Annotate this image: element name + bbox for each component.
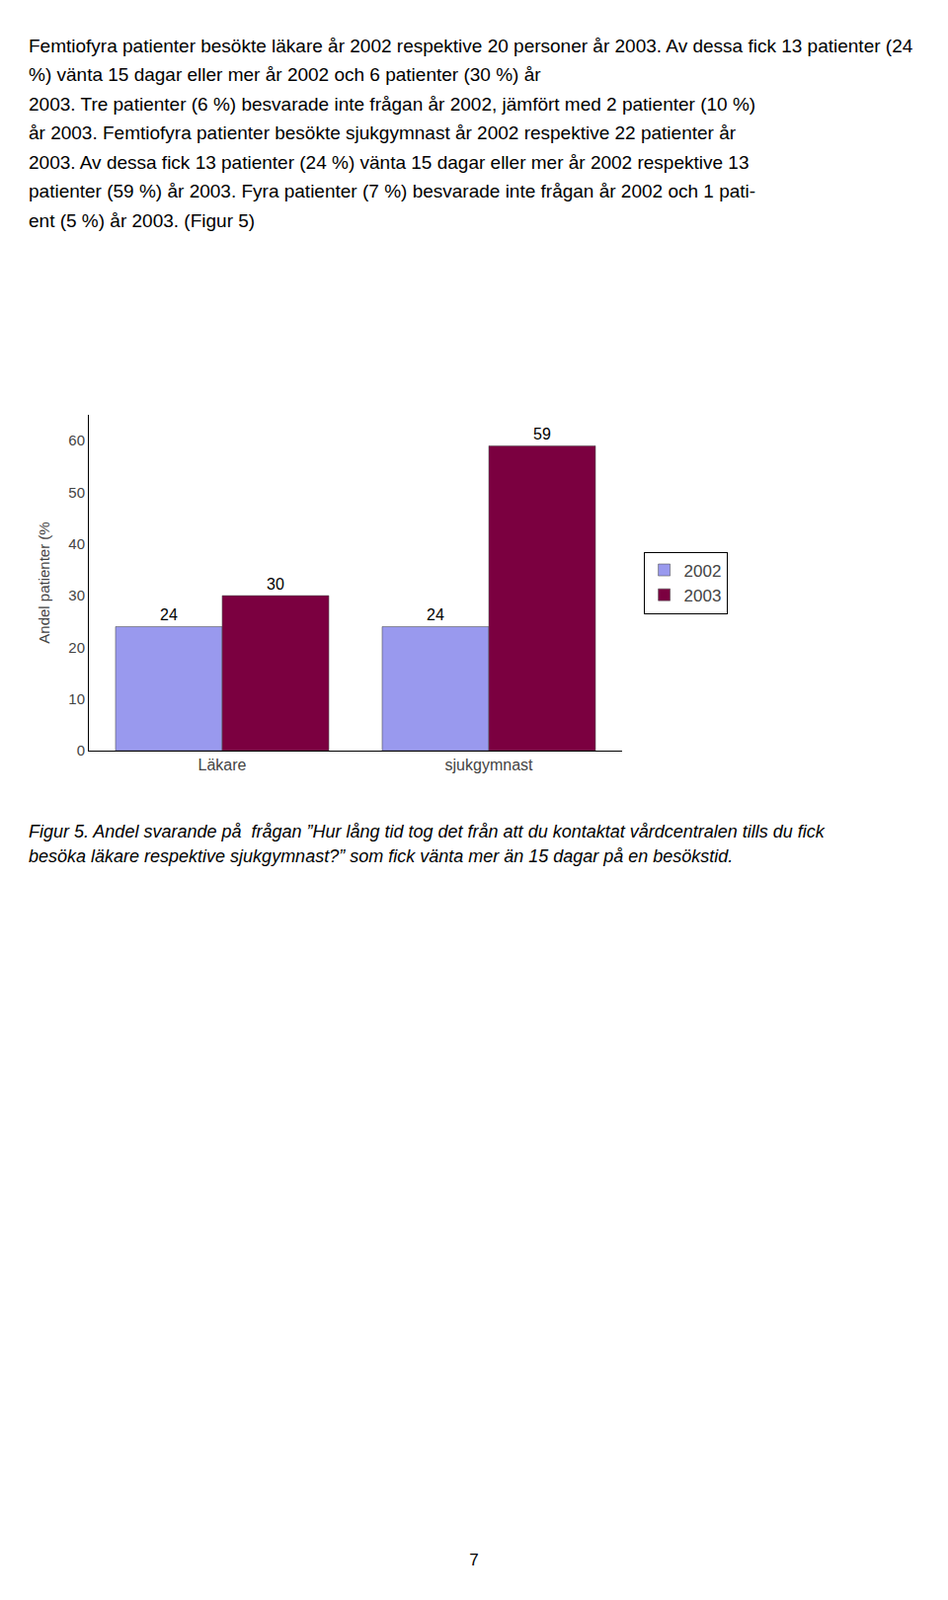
html-text:7: 7: [469, 1550, 479, 1570]
html-text:2003. Tre patienter (6 %) besv: 2003. Tre patienter (6 %) besvarade inte…: [28, 93, 756, 115]
svg-text:30: 30: [266, 575, 285, 593]
html-text:Femtiofyra patienter besökte l: Femtiofyra patienter besökte läkare år 2…: [28, 35, 918, 86]
svg-text:20: 20: [68, 638, 85, 656]
svg-text:24: 24: [426, 606, 445, 624]
svg-text:sjukgymnast: sjukgymnast: [445, 756, 534, 774]
svg-text:0: 0: [77, 741, 85, 759]
svg-text:Läkare: Läkare: [198, 756, 247, 774]
svg-text:24: 24: [159, 606, 178, 624]
html-text:ent (5 %) år 2003. (Figur 5): ent (5 %) år 2003. (Figur 5): [28, 209, 255, 231]
svg-text:2003: 2003: [684, 586, 722, 606]
html-text:besöka läkare respektive sjukg: besöka läkare respektive sjukgymnast?” s…: [28, 846, 734, 867]
svg-text:50: 50: [68, 483, 85, 501]
html-text:2003. Av dessa fick 13 patient: 2003. Av dessa fick 13 patienter (24 %) …: [28, 151, 750, 173]
svg-text:59: 59: [533, 425, 552, 443]
svg-text:60: 60: [68, 431, 85, 449]
svg-text:2002: 2002: [684, 561, 722, 581]
html-text:patienter (59 %) år 2003. Fyra: patienter (59 %) år 2003. Fyra patienter…: [28, 180, 756, 202]
svg-text:Andel patienter (%: Andel patienter (%: [35, 521, 53, 643]
svg-text:10: 10: [68, 690, 85, 708]
svg-text:30: 30: [68, 586, 85, 604]
html-text:Figur 5. Andel svarande på frå: Figur 5. Andel svarande på frågan ”Hur l…: [28, 821, 825, 842]
svg-text:40: 40: [68, 535, 85, 553]
html-text:år 2003. Femtiofyra patienter: år 2003. Femtiofyra patienter besökte sj…: [28, 122, 736, 144]
